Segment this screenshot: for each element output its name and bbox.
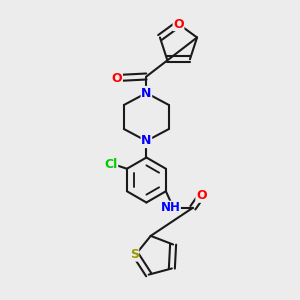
Text: N: N xyxy=(141,134,152,148)
Text: O: O xyxy=(112,71,122,85)
Text: O: O xyxy=(196,189,207,202)
Text: NH: NH xyxy=(160,201,180,214)
Text: Cl: Cl xyxy=(104,158,118,171)
Text: N: N xyxy=(141,86,152,100)
Text: S: S xyxy=(130,248,139,261)
Text: O: O xyxy=(173,17,184,31)
